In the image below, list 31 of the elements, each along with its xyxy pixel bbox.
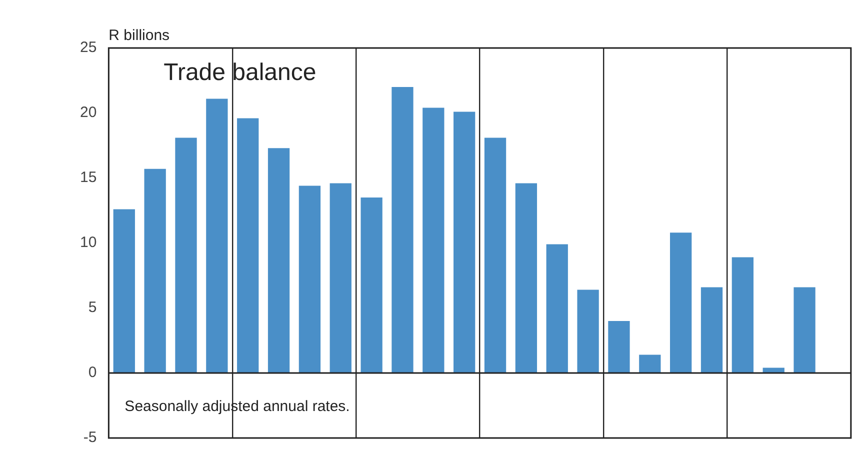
text: Trade balance: [164, 59, 316, 86]
y-tick-label: 10: [80, 234, 97, 252]
bar: [422, 108, 444, 373]
bar: [608, 321, 630, 373]
y-tick-label: -5: [83, 429, 97, 446]
bar: [298, 186, 321, 373]
bar: [268, 148, 290, 373]
bar: [113, 209, 135, 373]
bar: [175, 138, 197, 373]
bar: [639, 354, 661, 373]
bar: [206, 98, 228, 373]
bar: [515, 183, 538, 373]
bar: [360, 198, 382, 373]
bar: [330, 183, 352, 373]
y-tick-label: 0: [88, 364, 97, 382]
bar: [700, 287, 723, 373]
bar: [670, 232, 692, 373]
y-tick-label: 20: [80, 104, 97, 122]
bar: [577, 290, 599, 373]
y-tick-label: 15: [80, 169, 97, 186]
y-tick-label: 25: [80, 39, 97, 56]
y-tick-label: 5: [88, 299, 97, 316]
bar: [237, 118, 259, 373]
bar: [732, 257, 754, 373]
bar: [392, 87, 414, 373]
bar: [794, 287, 816, 373]
bar: [484, 138, 506, 373]
bar: [546, 244, 568, 373]
bar: [454, 112, 476, 373]
bar: [144, 168, 166, 373]
y-axis-title: R billions: [108, 27, 170, 44]
